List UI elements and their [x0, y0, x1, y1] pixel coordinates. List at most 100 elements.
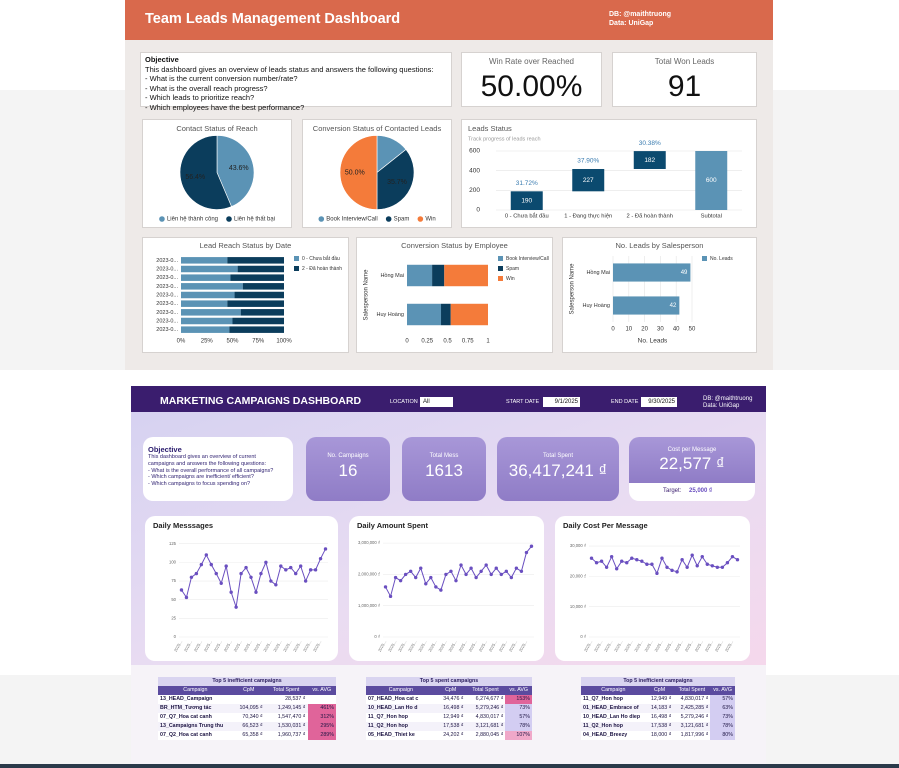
legend-label: Win	[506, 276, 515, 282]
table-cell: BR_HTM_Tương tác	[160, 705, 212, 711]
bar	[407, 303, 442, 326]
table-cell: 01_HEAD_Embrace of	[583, 705, 639, 711]
point	[519, 569, 524, 573]
point	[199, 562, 204, 567]
objective-line: - Which leads to prioritize reach?	[145, 93, 255, 102]
x-tick-label: 2025...	[684, 640, 694, 653]
bar	[181, 257, 228, 264]
bar	[181, 317, 233, 325]
chart-title: Lead Reach Status by Date	[200, 241, 292, 250]
table-cell: 70,340 ₫	[242, 714, 263, 720]
filter-dropdown[interactable]: All	[420, 397, 453, 407]
table-cell: 1,530,031 ₫	[277, 723, 306, 729]
pie-slice	[339, 135, 378, 210]
column-header: Campaign	[388, 687, 413, 693]
point	[705, 562, 709, 566]
table-row: 13_Campaigns Trung thu 66,523 ₫ 1,530,031 …	[158, 722, 336, 731]
bar	[181, 283, 243, 290]
point	[650, 562, 654, 566]
chart-card: No. Leads by Salesperson 0 10 20 30 40 50 Hồng …	[562, 237, 757, 353]
table-row: 10_HEAD_Lan Ho d 16,498 ₫ 5,279,246 ₫ 73%	[366, 704, 532, 713]
table-cell: 104,095 ₫	[239, 705, 263, 711]
x-tick-label: 10	[625, 327, 632, 333]
bar	[242, 283, 284, 290]
legend-swatch	[417, 216, 424, 222]
x-tick-label: 2025...	[508, 640, 518, 653]
point	[509, 575, 514, 580]
x-tick-label: 2025...	[603, 640, 613, 653]
x-tick-label: 75%	[252, 339, 265, 345]
header: MARKETING CAMPAIGNS DASHBOARD LOCATION A…	[131, 386, 766, 412]
table-cell: 18,000 ₫	[650, 732, 672, 738]
data-label: 49	[681, 270, 688, 276]
table-cell	[308, 695, 336, 704]
table-row: 11_Q7_Hon hop 12,949 ₫ 4,830,017 ₫ 57%	[366, 713, 532, 722]
point	[589, 556, 594, 560]
table-cell: 10_HEAD_Lan Ho d	[368, 705, 418, 711]
x-tick-label: 2025...	[417, 640, 427, 653]
point	[489, 572, 493, 577]
table-cell: 07_Q7_Hoa cat canh	[160, 714, 212, 720]
x-tick-label: 2025...	[663, 640, 673, 653]
table-cell: 17,538 ₫	[443, 723, 464, 729]
column-header: Total Spent	[678, 687, 706, 693]
x-tick-label: 2025...	[387, 640, 397, 653]
table-cell: 4,830,017 ₫	[475, 714, 504, 720]
kpi-label: Total Mess	[429, 453, 459, 459]
point	[464, 572, 468, 577]
date-input[interactable]: 9/30/2025	[641, 397, 677, 407]
y-tick-label: 600	[469, 148, 480, 155]
table: Top 5 inefficient campaigns Campaign CpM To…	[581, 677, 735, 740]
data-label: 43.6%	[229, 165, 249, 172]
objective-line: - What is the overall performance of all…	[148, 467, 274, 474]
y-tick-label: 100	[169, 559, 177, 564]
bar	[450, 303, 488, 326]
table-cell: 3,121,681 ₫	[475, 723, 504, 729]
credit: DB: @maithtruong	[703, 396, 753, 402]
table-cell: 5,279,246 ₫	[680, 714, 709, 720]
table: Top 5 inefficient campaigns Campaign CpM To…	[158, 677, 336, 740]
kpi-card: Cost per Message 22,577 ₫ Target: 25,000…	[629, 437, 755, 501]
kpi-card: Win Rate over Reached 50.00%	[461, 52, 602, 107]
kpi-card: Total Mess 1613	[402, 437, 486, 501]
column-header: Total Spent	[472, 687, 499, 693]
table-cell: 1,249,145 ₫	[277, 705, 306, 711]
chart-card: Conversion Status of Contacted Leads 35.7…	[302, 119, 452, 228]
chart: Conversion Status of Contacted Leads 35.7…	[313, 124, 442, 223]
table-cell: 2,425,285 ₫	[680, 705, 709, 711]
x-tick-label: 2025...	[518, 640, 528, 653]
x-tick-label: 2025...	[488, 640, 498, 653]
y-tick-label: 10,000 ₫	[570, 604, 586, 609]
table-cell: 3,121,681 ₫	[680, 723, 709, 729]
point	[630, 556, 634, 560]
point	[660, 556, 664, 560]
date-input[interactable]: 9/1/2025	[543, 397, 580, 407]
objective-card: Objective This dashboard gives an overvi…	[140, 52, 452, 112]
point	[318, 556, 323, 561]
header: Team Leads Management Dashboard DB: @mai…	[125, 0, 773, 40]
point	[680, 558, 684, 562]
point	[685, 565, 689, 569]
table-row: 07_HEAD_Hoa cat c 34,476 ₫ 6,274,677 ₫ 153%	[366, 695, 532, 704]
x-tick-label: 2025...	[213, 640, 223, 653]
y-tick-label: 2023-0...	[156, 284, 178, 290]
table-cell: 14,183 ₫	[650, 705, 672, 711]
legend-swatch	[226, 216, 232, 222]
x-tick-label: 50%	[226, 339, 239, 345]
kpi-label: Cost per Message	[667, 447, 717, 453]
table-cell: 13_HEAD_Campaign	[160, 696, 213, 702]
bar	[407, 264, 433, 287]
bar	[510, 191, 543, 210]
x-tick-label: 2025...	[312, 640, 322, 653]
point	[620, 559, 624, 563]
point	[665, 565, 669, 569]
bar	[613, 263, 691, 282]
chart-title: Leads Status	[468, 124, 512, 133]
table-row: BR_HTM_Tương tác 104,095 ₫ 1,249,145 ₫ 461%	[158, 704, 336, 713]
y-tick-label: 0	[476, 207, 480, 214]
bar	[229, 326, 284, 333]
x-tick-label: 2025...	[252, 640, 262, 653]
point	[184, 595, 189, 600]
table-cell: 13_Campaigns Trung thu	[160, 723, 224, 729]
point	[494, 566, 498, 570]
